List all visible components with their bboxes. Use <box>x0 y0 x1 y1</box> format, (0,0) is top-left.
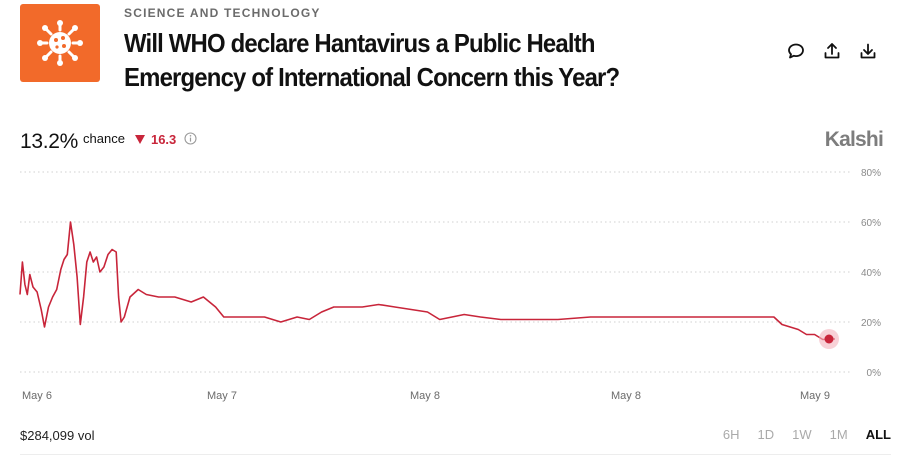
chart-gridlines <box>20 171 850 373</box>
brand-logo: Kalshi <box>824 128 884 151</box>
market-category[interactable]: SCIENCE AND TECHNOLOGY <box>124 6 321 20</box>
share-icon <box>824 43 840 59</box>
x-tick-label: May 8 <box>611 390 641 402</box>
chance-delta-value: 16.3 <box>150 132 177 147</box>
range-1m[interactable]: 1M <box>829 427 848 442</box>
x-axis-labels: May 6 May 7 May 8 May 8 May 9 <box>22 390 830 402</box>
market-logo <box>20 4 100 82</box>
comment-icon <box>788 43 804 59</box>
x-tick-label: May 7 <box>207 390 237 402</box>
down-arrow-icon <box>134 135 145 144</box>
range-1w[interactable]: 1W <box>792 427 812 442</box>
info-button[interactable] <box>184 132 197 150</box>
y-tick-label: 20% <box>861 318 881 329</box>
range-1d[interactable]: 1D <box>757 427 775 442</box>
time-range-selector: 6H 1D 1W 1M ALL <box>723 427 891 442</box>
y-tick-label: 0% <box>867 368 882 379</box>
current-point[interactable] <box>824 334 834 344</box>
y-tick-label: 40% <box>861 268 881 279</box>
x-tick-label: May 6 <box>22 390 52 402</box>
download-icon <box>860 43 876 59</box>
chance-delta: 16.3 <box>134 132 177 147</box>
info-icon <box>184 132 197 145</box>
y-axis-labels: 0% 20% 40% 60% 80% <box>861 168 881 379</box>
download-button[interactable] <box>858 40 878 62</box>
y-tick-label: 80% <box>861 168 881 179</box>
market-title: Will WHO declare Hantavirus a Public Hea… <box>124 28 620 92</box>
range-all[interactable]: ALL <box>865 427 891 442</box>
chance-line <box>19 221 835 341</box>
chance-value: 13.2% <box>20 130 79 153</box>
market-actions <box>786 40 878 62</box>
share-button[interactable] <box>822 40 842 62</box>
range-6h[interactable]: 6H <box>722 427 740 442</box>
chance-summary: 13.2% chance 16.3 <box>20 130 197 154</box>
volume-label: $284,099 vol <box>20 428 95 443</box>
x-tick-label: May 9 <box>800 390 830 402</box>
divider <box>20 454 891 455</box>
comment-button[interactable] <box>786 40 806 62</box>
virus-icon <box>37 20 83 66</box>
y-tick-label: 60% <box>861 218 881 229</box>
x-tick-label: May 8 <box>410 390 440 402</box>
chance-label: chance <box>83 131 125 146</box>
